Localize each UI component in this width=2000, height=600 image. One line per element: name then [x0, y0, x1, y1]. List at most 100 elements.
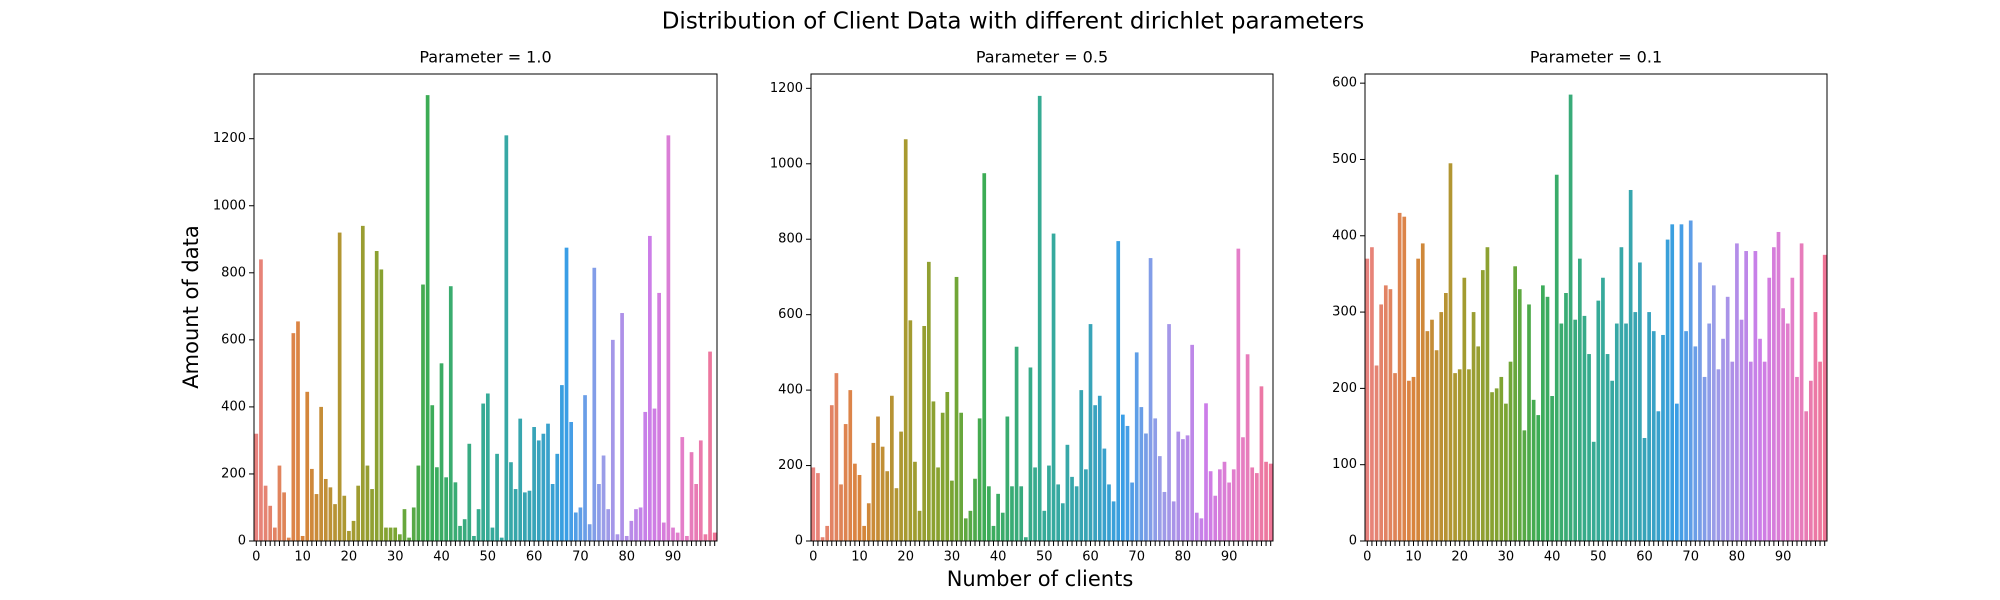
- bar: [1467, 369, 1471, 541]
- bar: [305, 391, 310, 541]
- bar: [402, 509, 407, 541]
- bar: [638, 507, 643, 541]
- bar: [712, 532, 717, 541]
- bar: [1204, 403, 1208, 541]
- bar: [467, 443, 472, 541]
- bar: [848, 390, 853, 541]
- bar: [816, 473, 820, 541]
- y-tick-label: 600: [1332, 76, 1357, 91]
- bar: [1102, 448, 1107, 541]
- bar: [421, 284, 425, 541]
- bar: [1813, 312, 1818, 541]
- bar: [1420, 243, 1425, 541]
- bar: [1241, 437, 1245, 541]
- bar: [1725, 296, 1730, 541]
- bar: [1264, 461, 1268, 541]
- bar: [610, 339, 615, 541]
- bar: [1033, 467, 1037, 541]
- bar: [430, 405, 435, 541]
- bar: [1601, 277, 1605, 541]
- bar: [1684, 331, 1688, 541]
- bar: [1079, 390, 1084, 541]
- x-axis-label: Number of clients: [947, 567, 1134, 591]
- bar: [1153, 418, 1158, 541]
- bar: [1121, 414, 1125, 541]
- y-tick-label: 400: [1332, 228, 1357, 243]
- bar: [834, 373, 839, 541]
- bar: [1070, 476, 1074, 541]
- bar: [1651, 331, 1656, 541]
- bar: [1776, 231, 1781, 542]
- bar: [509, 462, 513, 541]
- subplot-title: Parameter = 0.5: [976, 48, 1108, 67]
- bar: [853, 463, 857, 541]
- bar: [1476, 346, 1481, 541]
- bar: [1162, 491, 1167, 541]
- bar: [1254, 473, 1259, 541]
- x-tick-label: 10: [1405, 550, 1422, 565]
- bar: [1633, 312, 1638, 541]
- bar: [1116, 241, 1121, 541]
- bar: [1023, 537, 1028, 541]
- bar: [411, 507, 416, 541]
- bar: [425, 95, 430, 541]
- bar: [523, 492, 527, 541]
- bar: [277, 465, 282, 541]
- bar: [448, 286, 453, 541]
- bar: [1167, 324, 1171, 541]
- y-tick-label: 500: [1332, 152, 1357, 167]
- bar: [1517, 289, 1522, 541]
- bar: [1139, 407, 1144, 541]
- bar: [1047, 465, 1051, 541]
- bar: [1236, 248, 1241, 541]
- bar: [1005, 416, 1010, 541]
- bar: [1014, 346, 1019, 541]
- bar: [876, 416, 880, 541]
- plot-frame: [810, 73, 1274, 542]
- y-tick-label: 600: [778, 307, 803, 322]
- plot-frame: [1364, 73, 1828, 542]
- bar: [931, 401, 936, 541]
- bar: [379, 269, 384, 541]
- x-tick-label: 30: [1498, 550, 1515, 565]
- bar: [1721, 338, 1725, 541]
- bar: [365, 465, 370, 541]
- bar: [1739, 319, 1744, 541]
- bar: [624, 535, 629, 541]
- bar: [1176, 431, 1181, 541]
- bar: [1397, 212, 1402, 541]
- bar: [504, 135, 509, 541]
- bar: [1818, 361, 1822, 541]
- bar: [1370, 247, 1374, 541]
- bar: [416, 465, 421, 541]
- bar: [922, 325, 927, 541]
- x-tick-label: 10: [851, 550, 868, 565]
- bar: [1213, 495, 1218, 541]
- y-tick-label: 400: [221, 399, 246, 414]
- bar: [1808, 380, 1813, 541]
- bar: [263, 485, 268, 541]
- x-tick-label: 10: [294, 550, 311, 565]
- x-tick-label: 70: [1128, 550, 1145, 565]
- bar: [871, 442, 876, 541]
- bar: [1148, 258, 1153, 541]
- bar: [583, 395, 587, 541]
- bar: [1485, 247, 1490, 541]
- bar: [1393, 373, 1397, 541]
- y-tick-label: 1200: [770, 81, 803, 96]
- bar: [973, 478, 977, 541]
- bar: [1250, 467, 1255, 541]
- bar: [1596, 300, 1601, 541]
- bar: [347, 530, 351, 541]
- bar: [675, 532, 680, 541]
- bar: [1111, 501, 1116, 541]
- bar: [1227, 482, 1231, 541]
- bar: [310, 468, 314, 541]
- bar: [1568, 94, 1573, 542]
- bar: [1790, 277, 1795, 541]
- bar: [388, 527, 393, 541]
- bar: [1439, 312, 1444, 541]
- bar: [462, 519, 467, 541]
- bar: [1693, 346, 1698, 541]
- x-tick-label: 40: [990, 550, 1007, 565]
